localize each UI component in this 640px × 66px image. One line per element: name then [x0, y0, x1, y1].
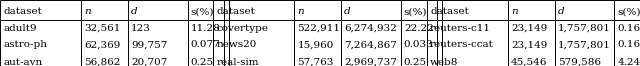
Text: dataset: dataset	[430, 7, 469, 16]
Text: d: d	[344, 7, 351, 16]
Text: news20: news20	[216, 40, 257, 49]
Text: 2,969,737: 2,969,737	[344, 58, 397, 66]
Text: 11.28: 11.28	[191, 24, 221, 33]
Text: s(%): s(%)	[191, 7, 214, 16]
Text: 57,763: 57,763	[298, 58, 333, 66]
Text: 15,960: 15,960	[298, 40, 333, 49]
Text: 579,586: 579,586	[558, 58, 601, 66]
Text: 99,757: 99,757	[131, 40, 168, 49]
Text: 7,264,867: 7,264,867	[344, 40, 397, 49]
Text: 0.16: 0.16	[618, 24, 640, 33]
Text: dataset: dataset	[216, 7, 255, 16]
Text: 0.25: 0.25	[191, 58, 214, 66]
Text: n: n	[511, 7, 518, 16]
Text: 6,274,932: 6,274,932	[344, 24, 397, 33]
Text: n: n	[84, 7, 91, 16]
Text: 23,149: 23,149	[511, 40, 547, 49]
Text: d: d	[558, 7, 564, 16]
Text: reuters-c11: reuters-c11	[430, 24, 491, 33]
Text: n: n	[298, 7, 304, 16]
Text: 56,862: 56,862	[84, 58, 120, 66]
Text: reuters-ccat: reuters-ccat	[430, 40, 494, 49]
Text: 45,546: 45,546	[511, 58, 547, 66]
Text: 20,707: 20,707	[131, 58, 168, 66]
Text: 123: 123	[131, 24, 151, 33]
Text: 0.25: 0.25	[404, 58, 427, 66]
Text: adult9: adult9	[3, 24, 37, 33]
Text: 0.033: 0.033	[404, 40, 434, 49]
Text: 4.24: 4.24	[618, 58, 640, 66]
Text: 1,757,801: 1,757,801	[558, 40, 611, 49]
Text: 0.077: 0.077	[191, 40, 221, 49]
Text: 22.22: 22.22	[404, 24, 434, 33]
Text: dataset: dataset	[3, 7, 42, 16]
Text: 0.16: 0.16	[618, 40, 640, 49]
Text: 1,757,801: 1,757,801	[558, 24, 611, 33]
Text: d: d	[131, 7, 138, 16]
Text: 32,561: 32,561	[84, 24, 120, 33]
Text: s(%): s(%)	[404, 7, 428, 16]
Text: web8: web8	[430, 58, 458, 66]
Text: s(%): s(%)	[618, 7, 640, 16]
Text: aut-avn: aut-avn	[3, 58, 42, 66]
Text: covertype: covertype	[216, 24, 268, 33]
Text: 62,369: 62,369	[84, 40, 120, 49]
Text: real-sim: real-sim	[216, 58, 259, 66]
Text: 23,149: 23,149	[511, 24, 547, 33]
Text: 522,911: 522,911	[298, 24, 340, 33]
Text: astro-ph: astro-ph	[3, 40, 47, 49]
